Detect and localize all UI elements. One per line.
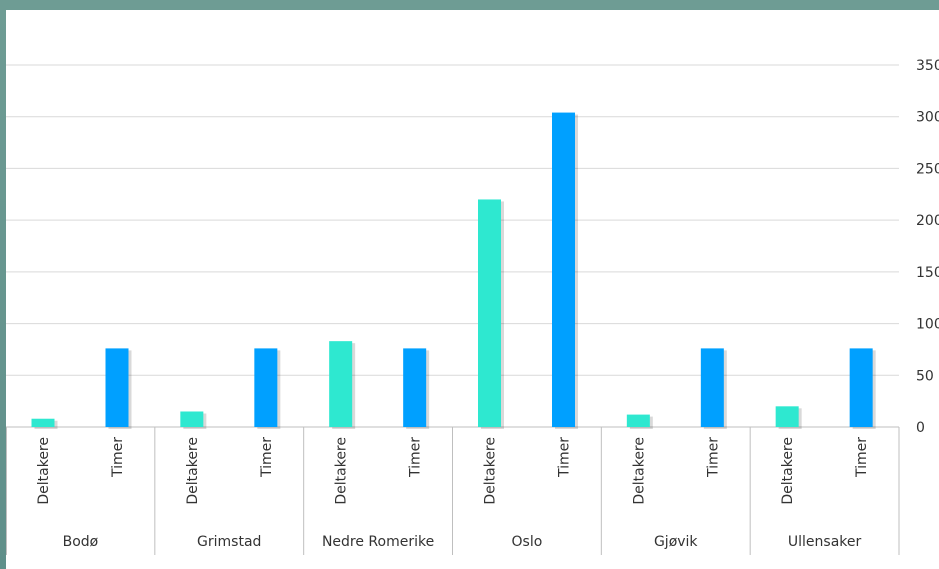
bar-deltakere xyxy=(329,341,353,427)
category-label: Deltakere xyxy=(483,437,499,505)
group-label: Ullensaker xyxy=(788,534,862,550)
category-label: Timer xyxy=(110,437,126,478)
value-axis-ticks: 0 50 100 150 200 250 300 350 xyxy=(916,58,939,436)
category-label: Timer xyxy=(259,437,275,478)
bar-timer xyxy=(105,348,129,427)
category-label: Timer xyxy=(854,437,870,478)
y-tick-label: 200 xyxy=(916,213,939,229)
bar-deltakere xyxy=(626,414,650,427)
group-label: Bodø xyxy=(63,534,99,550)
bars xyxy=(31,112,876,429)
category-label: Deltakere xyxy=(631,437,647,505)
bar-deltakere xyxy=(775,406,799,427)
bar-timer xyxy=(700,348,724,427)
category-label: Deltakere xyxy=(780,437,796,505)
group-label: Gjøvik xyxy=(654,534,698,550)
y-tick-label: 250 xyxy=(916,161,939,177)
category-label: Deltakere xyxy=(36,437,52,505)
category-label: Deltakere xyxy=(185,437,201,505)
category-label: Timer xyxy=(408,437,424,478)
bar-chart: Deltakere Timer Bodø Deltakere Timer Grimstad… xyxy=(6,58,939,555)
y-tick-label: 350 xyxy=(916,58,939,74)
category-label: Timer xyxy=(705,437,721,478)
bar-timer xyxy=(552,112,575,427)
y-tick-label: 0 xyxy=(916,420,925,436)
bar-deltakere xyxy=(478,199,501,427)
group-label: Nedre Romerike xyxy=(322,534,434,550)
bar-timer xyxy=(849,348,873,427)
y-tick-label: 50 xyxy=(916,368,934,384)
bar-timer xyxy=(254,348,278,427)
bar-timer xyxy=(403,348,427,427)
chart-card: Deltakere Timer Bodø Deltakere Timer Grimstad… xyxy=(6,10,939,569)
gridlines xyxy=(6,64,899,428)
bar-deltakere xyxy=(180,411,204,427)
y-tick-label: 100 xyxy=(916,317,939,333)
group-label: Oslo xyxy=(512,534,543,550)
category-axis: Deltakere Timer Bodø Deltakere Timer Grimstad… xyxy=(6,427,900,555)
category-label: Deltakere xyxy=(334,437,350,505)
y-tick-label: 300 xyxy=(916,110,939,126)
y-tick-label: 150 xyxy=(916,265,939,281)
category-label: Timer xyxy=(557,437,573,478)
group-label: Grimstad xyxy=(197,534,261,550)
bar-deltakere xyxy=(31,418,55,427)
